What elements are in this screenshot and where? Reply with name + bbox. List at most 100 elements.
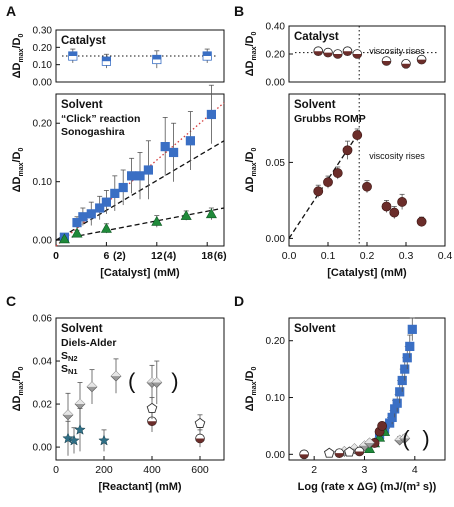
data-point-fill	[352, 54, 362, 59]
legend-sn1-sub: N1	[68, 367, 78, 376]
legend-diels-alder: Diels-Alder	[61, 337, 116, 349]
legend-sn2-sub: N2	[68, 354, 78, 363]
data-point-top	[75, 399, 85, 405]
data-point-fill	[323, 52, 333, 57]
y-tick-label: 0.20	[33, 43, 53, 54]
data-point	[194, 417, 206, 428]
y-tick-label: 0.10	[266, 393, 286, 404]
data-point	[78, 212, 88, 222]
subplot-title: Solvent	[61, 99, 103, 111]
data-point-fill	[68, 51, 77, 56]
y-tick-label: 0.10	[33, 60, 53, 71]
legend-sn1: SN1	[61, 363, 78, 376]
bracket-close: )	[422, 426, 429, 451]
data-point	[344, 446, 355, 457]
y-tick-label: 0.00	[33, 78, 53, 89]
data-point	[323, 177, 333, 188]
y-axis-label-main: ΔD	[11, 62, 23, 78]
x-tick-label: 0.0	[282, 250, 297, 262]
series-s-n2	[147, 410, 205, 448]
x-axis-label: [Catalyst] (mM)	[327, 267, 407, 279]
y-tick-label: 0.00	[266, 234, 286, 245]
viscosity-annotation: viscosity rises	[369, 46, 425, 56]
data-point	[206, 109, 216, 120]
data-point	[313, 186, 324, 197]
y-tick-label: 0.20	[266, 336, 286, 347]
series-diels-alder	[338, 432, 411, 457]
x-tick-label: 12	[151, 250, 163, 262]
y-axis-label-main: ΔD	[244, 176, 256, 192]
data-point	[402, 353, 412, 363]
x-tick-label: 0	[53, 464, 59, 476]
data-point	[395, 387, 405, 397]
x-tick-label: 600	[191, 464, 209, 476]
y-axis-label-sub: 0	[18, 148, 25, 152]
y-tick-label: 0.00	[33, 236, 53, 247]
data-point-top	[63, 409, 73, 415]
y-axis-label-slash: /D	[244, 370, 256, 381]
series-diels-alder	[62, 358, 163, 437]
data-point-fill	[299, 454, 309, 459]
x-tick-label: 18	[201, 250, 213, 262]
y-axis-label-slash: /D	[11, 370, 23, 381]
panel-letter-b: B	[234, 3, 244, 19]
data-point	[407, 324, 417, 334]
data-point	[58, 233, 70, 244]
x-axis-label: Log (rate x ΔG) (mJ/(m³ s))	[298, 481, 437, 493]
series-s-n1	[62, 407, 110, 456]
data-point-fill	[417, 59, 426, 64]
data-point	[135, 171, 145, 181]
y-axis-label-sub: max	[251, 381, 258, 395]
y-axis-label: ΔDmax/D0	[244, 32, 258, 77]
subplot-title: Solvent	[294, 99, 336, 111]
data-point	[397, 197, 407, 207]
legend-sonogashira: Sonogashira	[61, 126, 125, 138]
data-point	[332, 168, 343, 178]
data-point	[72, 218, 82, 228]
y-axis-label-slash: /D	[11, 37, 23, 48]
data-point	[389, 207, 400, 218]
data-point	[168, 147, 179, 158]
x-tick-label: 400	[143, 464, 161, 476]
data-point	[68, 434, 80, 446]
y-axis-label-sub: max	[18, 381, 25, 395]
data-point	[400, 364, 410, 374]
bracket-close: )	[171, 369, 178, 394]
data-point	[323, 447, 335, 458]
x-tick-label: 0	[53, 250, 59, 262]
data-point-fill	[195, 438, 205, 443]
legend-sn2: SN2	[61, 350, 78, 363]
data-point	[381, 201, 392, 212]
data-point	[205, 208, 217, 219]
y-axis-label-sub: max	[18, 162, 25, 176]
y-axis-label-sub: 0	[18, 367, 25, 371]
data-point-fill	[343, 51, 352, 56]
x-axis-label: [Catalyst] (mM)	[100, 267, 180, 279]
y-tick-label: 0.00	[266, 450, 286, 461]
y-axis-label: ΔDmax/D0	[11, 34, 25, 79]
fit-line	[55, 207, 225, 241]
x-tick-label: 0.3	[399, 250, 414, 262]
data-point-fill	[152, 55, 161, 60]
y-tick-label: 0.20	[266, 50, 286, 61]
data-point	[160, 142, 170, 152]
series-half-square	[68, 48, 212, 69]
bracket-open: (	[402, 426, 410, 451]
data-point-top	[349, 443, 360, 449]
data-point	[110, 188, 120, 198]
plot-frame	[55, 29, 225, 83]
data-point	[143, 165, 153, 175]
data-point-top	[151, 377, 162, 383]
data-point	[118, 182, 128, 193]
data-point-top	[111, 371, 121, 377]
data-point-fill	[102, 57, 111, 62]
y-axis-label-sub: max	[251, 46, 258, 60]
x-tick-label: 0.1	[321, 250, 336, 262]
y-axis-label-sub: 0	[251, 32, 258, 36]
panel-letter-a: A	[6, 3, 16, 19]
y-axis-label-sub: 0	[18, 34, 25, 38]
legend-click: “Click” reaction	[61, 113, 140, 125]
data-point	[352, 130, 363, 140]
y-tick-label: 0.00	[33, 443, 53, 454]
